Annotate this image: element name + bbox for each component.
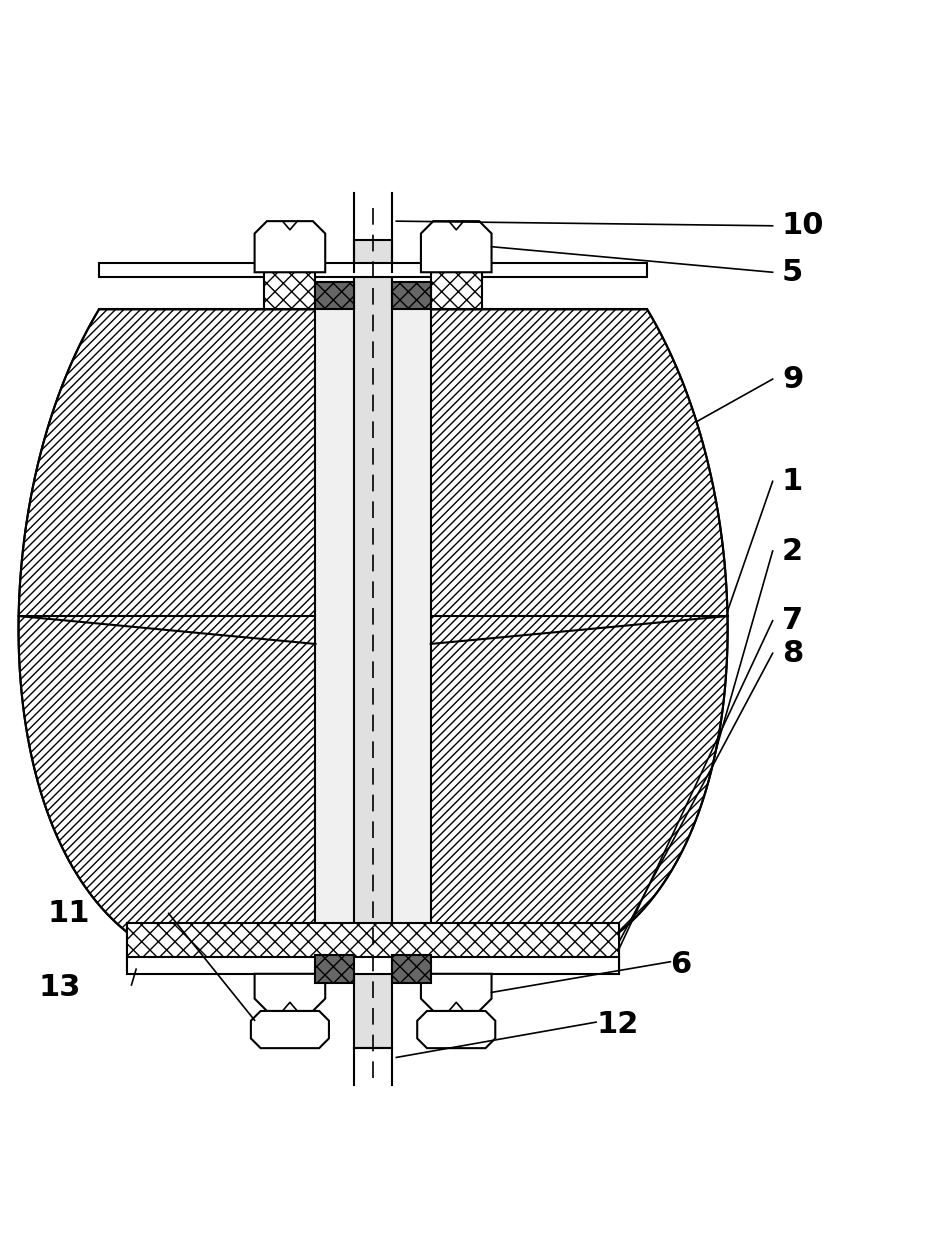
Bar <box>315 955 354 983</box>
Bar <box>315 281 354 310</box>
Polygon shape <box>431 310 728 932</box>
Text: 1: 1 <box>782 466 803 496</box>
Bar <box>99 263 647 277</box>
Text: 7: 7 <box>782 606 803 635</box>
Text: 11: 11 <box>48 898 90 927</box>
Polygon shape <box>421 222 491 272</box>
Bar <box>354 239 391 1048</box>
Bar <box>391 955 431 983</box>
Text: 5: 5 <box>782 258 803 287</box>
Text: 10: 10 <box>782 212 825 241</box>
Bar <box>431 272 482 310</box>
Polygon shape <box>421 974 491 1011</box>
Polygon shape <box>254 222 325 272</box>
Bar <box>127 958 620 974</box>
Text: 2: 2 <box>782 537 803 566</box>
Text: 12: 12 <box>596 1011 638 1040</box>
Bar <box>127 922 620 960</box>
Text: 13: 13 <box>38 973 81 1002</box>
Polygon shape <box>254 974 325 1011</box>
Bar <box>265 272 315 310</box>
Text: 6: 6 <box>670 950 692 979</box>
Bar <box>315 310 354 932</box>
Bar <box>391 281 431 310</box>
Bar <box>391 310 431 932</box>
Text: 8: 8 <box>782 639 803 668</box>
Polygon shape <box>418 1011 495 1048</box>
Polygon shape <box>19 310 315 932</box>
Text: 9: 9 <box>782 364 803 393</box>
Polygon shape <box>251 1011 329 1048</box>
